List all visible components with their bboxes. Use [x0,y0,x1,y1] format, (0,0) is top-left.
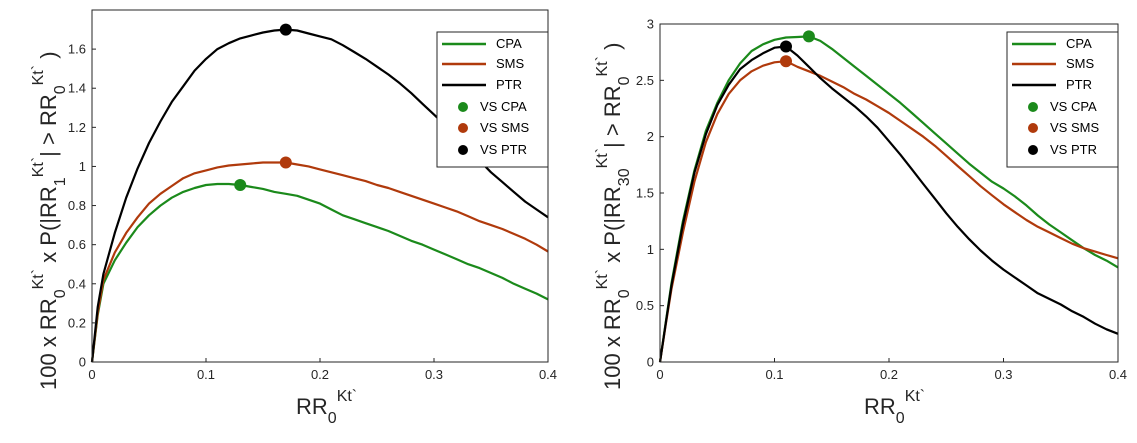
left-y-tick-label: 0.2 [68,315,86,330]
left-marker-vs-cpa [234,179,247,191]
right-series-ptr [658,45,1119,363]
left-marker-vs-ptr [279,23,292,36]
left-y-tick-label: 0.4 [68,276,86,291]
left-y-tick-label: 1.4 [68,81,86,96]
left-y-tick-label: 0.6 [68,237,86,252]
left-legend-dot-vs-cpa [458,102,468,112]
left-y-axis-label: 100 x RR0Kt` x P(|RR1Kt`| > RR0Kt` ) [30,51,69,390]
left-y-tick-label: 0.8 [68,198,86,213]
right-x-tick-label: 0.3 [994,367,1012,382]
right-y-tick-label: 0 [647,355,654,370]
right-x-axis-label: RR0Kt` [864,388,925,427]
right-y-tick-label: 0.5 [636,298,654,313]
right-legend-label-ptr: PTR [1066,77,1092,92]
right-series-sms [658,60,1119,363]
left-y-tick-label: 1 [79,159,86,174]
right-legend-label-cpa: CPA [1066,36,1092,51]
right-marker-layer [780,30,815,68]
left-marker-vs-sms [279,156,292,169]
left-series-sms [90,161,549,363]
right-legend-label-sms: SMS [1066,56,1095,71]
left-legend-label-vs-cpa: VS CPA [480,99,527,114]
left-legend-dot-vs-ptr [458,145,468,155]
left-legend-label-vs-ptr: VS PTR [480,142,527,157]
left-legend-label-sms: SMS [496,56,525,71]
left-legend-dot-vs-sms [458,123,468,133]
left-y-tick-label: 1.2 [68,120,86,135]
left-x-tick-label: 0 [88,367,95,382]
right-marker-vs-sms [780,55,792,68]
left-chart: 0 0.1 0.2 0.3 0.4 0 0.2 0.4 0.6 0.8 1 1.2 1.4 1.6 RR0… [30,9,557,427]
left-legend-label-cpa: CPA [496,36,522,51]
right-legend-label-vs-cpa: VS CPA [1050,99,1097,114]
right-legend: CPA SMS PTR VS CPA VS SMS VS PTR [1006,31,1119,168]
left-x-tick-label: 0.4 [539,367,557,382]
left-series-cpa [90,182,549,363]
right-legend-label-vs-sms: VS SMS [1050,120,1099,135]
right-series-layer [658,35,1119,363]
left-legend-box [436,31,549,168]
right-legend-dot-vs-ptr [1028,145,1038,155]
left-tick-layer: 0 0.1 0.2 0.3 0.4 0 0.2 0.4 0.6 0.8 1 1.2 1.4 1.6 [68,42,557,382]
left-legend: CPA SMS PTR VS CPA VS SMS VS PTR [436,31,549,168]
right-y-tick-label: 2.5 [636,73,654,88]
left-x-tick-label: 0.1 [197,367,215,382]
right-y-tick-label: 1.5 [636,186,654,201]
left-x-tick-label: 0.3 [425,367,443,382]
right-legend-dot-vs-sms [1028,123,1038,133]
right-tick-layer: 0 0.1 0.2 0.3 0.4 0 0.5 1 1.5 2 2.5 3 [636,17,1127,383]
right-y-tick-label: 1 [647,242,654,257]
right-marker-vs-cpa [802,30,815,43]
right-marker-vs-ptr [780,40,792,53]
right-y-tick-label: 2 [647,129,654,144]
right-legend-dot-vs-cpa [1028,102,1038,112]
left-marker-layer [234,23,292,191]
left-x-axis-label: RR0Kt` [296,388,357,427]
right-x-tick-label: 0.4 [1109,367,1127,382]
right-y-tick-label: 3 [647,17,654,32]
right-legend-label-vs-ptr: VS PTR [1050,142,1097,157]
right-x-tick-label: 0 [656,367,663,382]
right-chart: 0 0.1 0.2 0.3 0.4 0 0.5 1 1.5 2 2.5 3 RR0Kt` 100 x … [594,17,1127,428]
right-series-cpa [658,35,1119,363]
left-legend-label-ptr: PTR [496,77,522,92]
right-y-axis-label: 100 x RR0Kt` x P(|RR30Kt`| > RR0Kt` ) [594,43,633,390]
left-x-tick-label: 0.2 [311,367,329,382]
left-legend-label-vs-sms: VS SMS [480,120,529,135]
left-y-tick-label: 1.6 [68,42,86,57]
right-x-tick-label: 0.2 [880,367,898,382]
right-legend-box [1006,31,1119,168]
left-y-tick-label: 0 [79,355,86,370]
right-x-tick-label: 0.1 [765,367,783,382]
